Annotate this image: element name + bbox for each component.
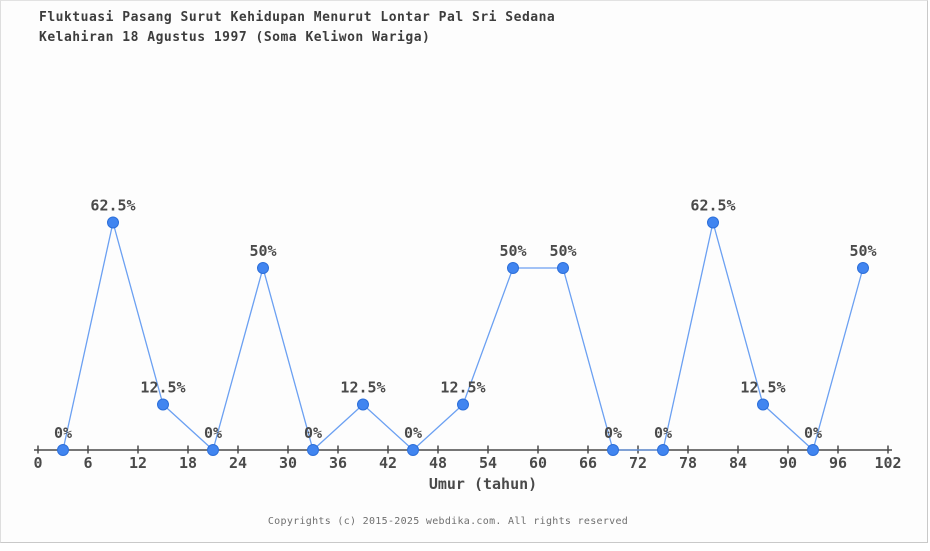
data-point [307,444,319,456]
data-point-label: 62.5% [90,197,135,215]
x-tick-label: 60 [529,454,547,472]
data-point-label: 12.5% [440,379,485,397]
data-point-label: 0% [204,424,222,442]
data-point-label: 0% [304,424,322,442]
line-series [62,222,864,452]
data-point [407,444,419,456]
data-point [807,444,819,456]
data-point [707,216,719,229]
x-tick-label: 30 [279,454,297,472]
data-point-label: 62.5% [690,197,735,215]
data-point [457,398,469,411]
x-tick-label: 96 [829,454,847,472]
x-tick-label: 0 [33,454,42,472]
data-point [207,444,219,456]
data-point [507,262,519,274]
data-point-label: 50% [549,242,576,260]
x-tick-label: 66 [579,454,597,472]
data-point [757,398,769,411]
x-tick-label: 90 [779,454,797,472]
x-tick-label: 36 [329,454,347,472]
x-tick-label: 12 [129,454,147,472]
data-point-label: 12.5% [340,379,385,397]
x-tick-label: 42 [379,454,397,472]
data-point [607,444,619,456]
x-tick-label: 48 [429,454,447,472]
x-tick-label: 102 [874,454,901,472]
data-point-label: 0% [404,424,422,442]
data-point [657,444,669,456]
x-tick-label: 84 [729,454,747,472]
copyright-text: Copyrights (c) 2015-2025 webdika.com. Al… [267,516,629,527]
data-point [357,398,369,411]
data-point-label: 0% [604,424,622,442]
chart-title-line2: Kelahiran 18 Agustus 1997 (Soma Keliwon … [39,30,431,45]
data-point-label: 0% [654,424,672,442]
x-tick-label: 6 [83,454,92,472]
x-axis-title: Umur (tahun) [428,475,538,493]
data-point-label: 12.5% [140,379,185,397]
chart-title-line1: Fluktuasi Pasang Surut Kehidupan Menurut… [39,10,556,25]
chart-title: Fluktuasi Pasang Surut Kehidupan Menurut… [39,8,555,48]
data-point-label: 0% [54,424,72,442]
x-tick-label: 54 [479,454,497,472]
data-point [107,216,119,229]
x-tick-label: 18 [179,454,197,472]
data-point-label: 50% [849,242,876,260]
x-tick-label: 72 [629,454,647,472]
data-point-label: 0% [804,424,822,442]
x-tick-label: 78 [679,454,697,472]
data-point [557,262,569,274]
data-point [257,262,269,274]
data-point-label: 50% [499,242,526,260]
data-point-label: 12.5% [740,379,785,397]
x-tick-label: 24 [229,454,247,472]
data-point [57,444,69,456]
data-point-label: 50% [249,242,276,260]
data-point [157,398,169,411]
data-point [857,262,869,274]
